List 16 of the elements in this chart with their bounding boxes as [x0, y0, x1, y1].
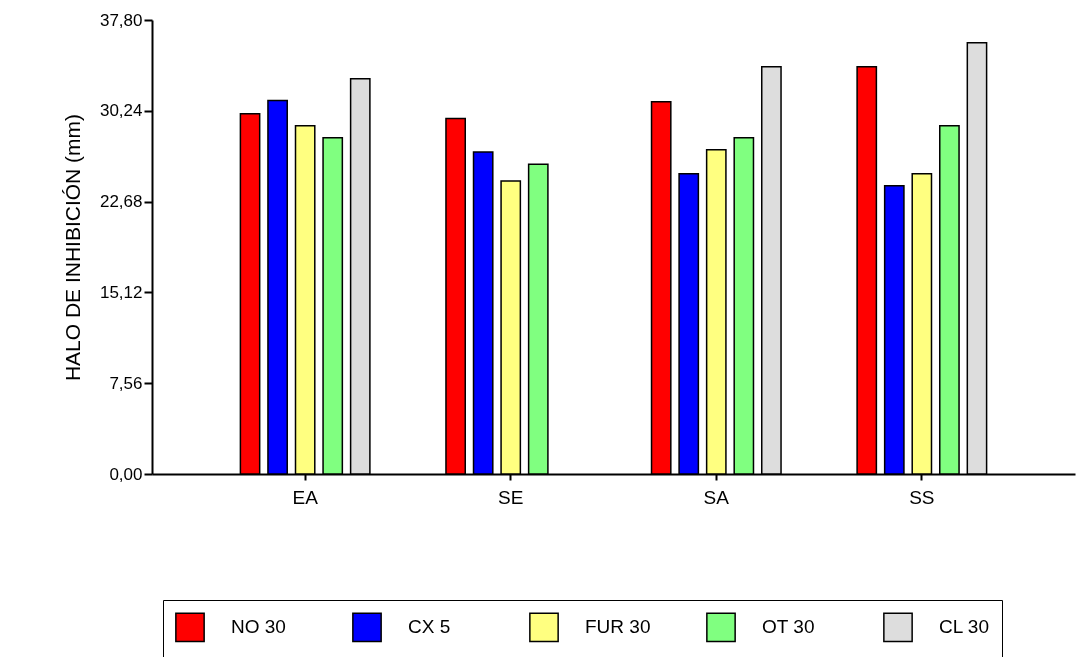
- legend-label: NO 30: [231, 616, 286, 638]
- x-tick-label: SS: [909, 486, 935, 508]
- y-tick-label: 37,80: [99, 10, 143, 30]
- y-tick-label: 22,68: [99, 192, 143, 212]
- legend-label: CX 5: [408, 616, 451, 638]
- y-tick-label: 7,56: [109, 373, 143, 393]
- x-tick-label: SA: [703, 486, 730, 508]
- x-tick-label: EA: [292, 486, 319, 508]
- y-axis-title: HALO DE INHIBICIÓN (mm): [60, 113, 84, 382]
- legend-label: OT 30: [762, 616, 815, 638]
- legend-label: CL 30: [939, 616, 989, 638]
- y-tick-label: 15,12: [99, 282, 143, 302]
- y-tick-label: 0,00: [109, 464, 143, 484]
- x-tick-label: SE: [498, 486, 524, 508]
- legend-label: FUR 30: [585, 616, 651, 638]
- y-tick-label: 30,24: [99, 101, 143, 121]
